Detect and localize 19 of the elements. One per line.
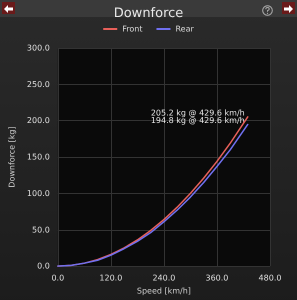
x-tick-label: 360.0 [205, 274, 228, 283]
y-tick-label: 50.0 [32, 225, 50, 234]
legend-label: Front [122, 24, 142, 34]
annotation: 205.2 kg @ 429.6 km/h [150, 108, 245, 118]
x-axis-title: Speed [km/h] [136, 286, 191, 296]
x-tick-label: 0.0 [51, 274, 64, 283]
y-tick-label: 150.0 [26, 152, 50, 162]
annotation: 194.8 kg @ 429.6 km/h [150, 116, 245, 125]
x-tick-label: 120.0 [99, 274, 122, 283]
legend-label: Rear [175, 24, 194, 34]
y-tick-label: 100.0 [26, 188, 50, 198]
x-tick-label: 480.0 [258, 274, 282, 283]
y-tick-label: 250.0 [26, 80, 50, 89]
x-tick-label: 240.0 [152, 274, 176, 283]
y-tick-label: 200.0 [26, 116, 50, 126]
chart-title: Downforce [114, 6, 184, 21]
y-tick-label: 300.0 [26, 44, 50, 52]
y-axis-title: Downforce [kg] [8, 126, 16, 188]
y-tick-label: 0.0 [37, 262, 50, 271]
